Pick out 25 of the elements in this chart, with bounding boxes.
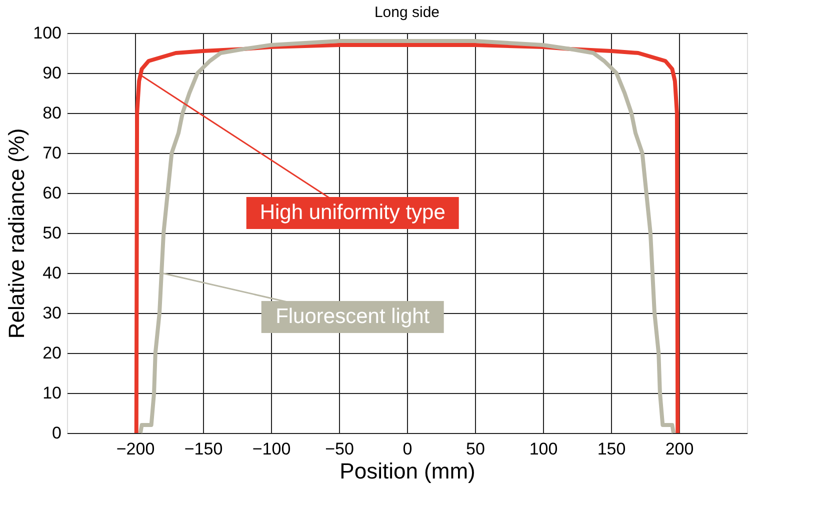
x-tick-label: −150 [184,440,223,458]
x-tick-label: −200 [116,440,155,458]
x-tick-label: −50 [325,440,354,458]
y-tick-label: 60 [42,184,62,202]
y-tick-label: 0 [52,424,62,442]
y-axis-title: Relative radiance (%) [4,128,30,339]
y-tick-label: 50 [42,224,62,242]
y-tick-label: 80 [42,104,62,122]
x-tick-label: 50 [466,440,485,458]
x-tick-label: 100 [529,440,558,458]
y-tick-label: 10 [42,384,62,402]
y-tick-label: 40 [42,264,62,282]
y-tick-label: 100 [33,24,62,42]
text: High uniformity type [260,201,446,224]
x-tick-label: 150 [597,440,626,458]
x-tick-label: 200 [665,440,694,458]
y-tick-label: 30 [42,304,62,322]
x-axis-title: Position (mm) [340,458,476,484]
y-tick-label: 20 [42,344,62,362]
x-tick-label: −100 [252,440,291,458]
x-tick-label: 0 [402,440,412,458]
chart-title: Long side [374,4,440,21]
y-tick-label: 70 [42,144,62,162]
text: Fluorescent light [276,305,430,328]
y-tick-label: 90 [42,64,62,82]
